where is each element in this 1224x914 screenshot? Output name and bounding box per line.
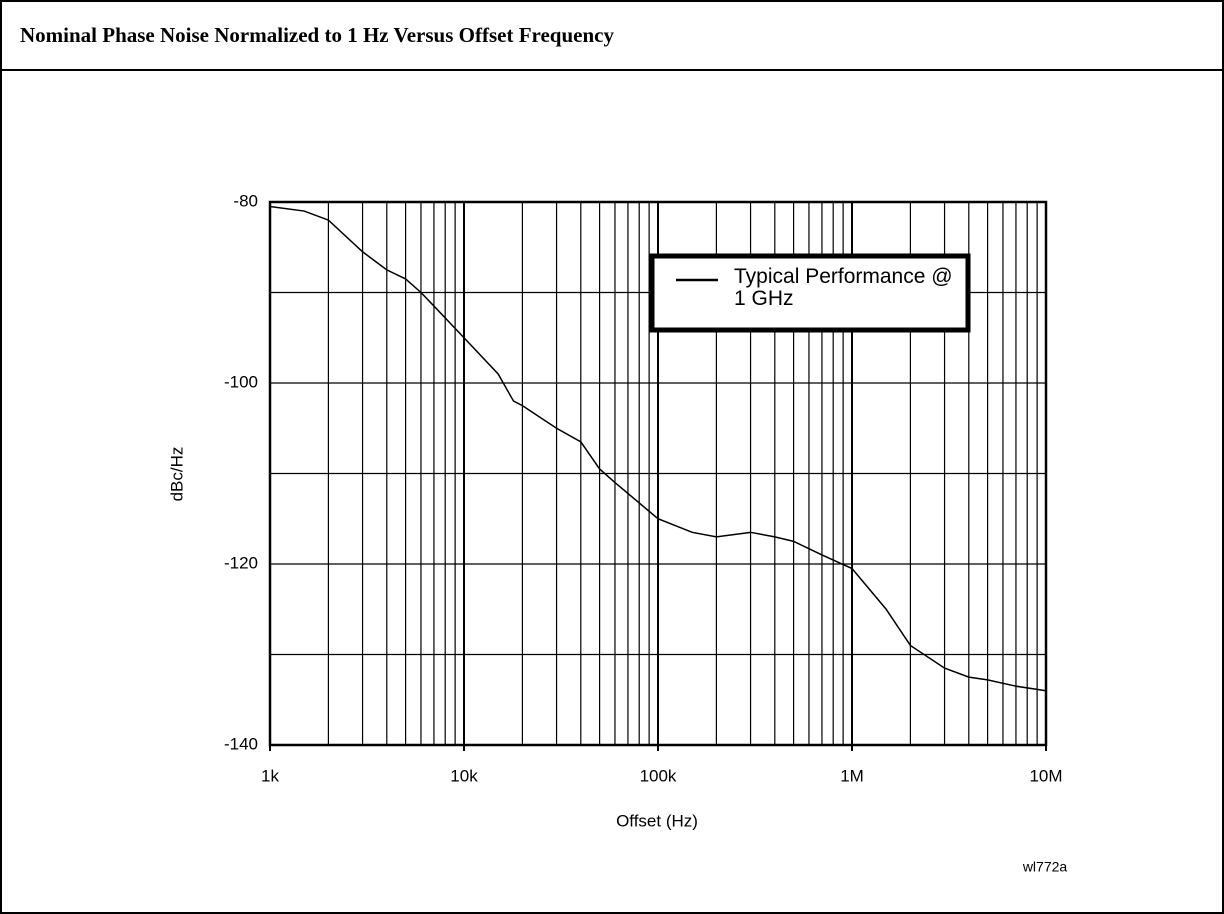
y-tick-label: -80: [233, 191, 258, 210]
plot-frame: [268, 200, 1048, 747]
x-tick-label: 10M: [1029, 766, 1062, 785]
x-axis-label: Offset (Hz): [616, 811, 698, 830]
figure-id: wl772a: [1022, 859, 1068, 875]
y-tick-label: -140: [224, 734, 258, 753]
y-axis-label: dBc/Hz: [167, 447, 186, 502]
data-line: [269, 205, 1047, 692]
x-tick-label: 100k: [640, 766, 677, 785]
y-tick-label: -100: [224, 372, 258, 391]
chart-title: Nominal Phase Noise Normalized to 1 Hz V…: [20, 23, 614, 47]
x-tick-label: 10k: [450, 766, 478, 785]
y-tick-label: -120: [224, 553, 258, 572]
x-tick-label: 1k: [261, 766, 279, 785]
x-tick-label: 1M: [840, 766, 864, 785]
legend-box: [649, 253, 971, 333]
legend-label: Typical Performance @ 1 GHz: [734, 265, 953, 310]
